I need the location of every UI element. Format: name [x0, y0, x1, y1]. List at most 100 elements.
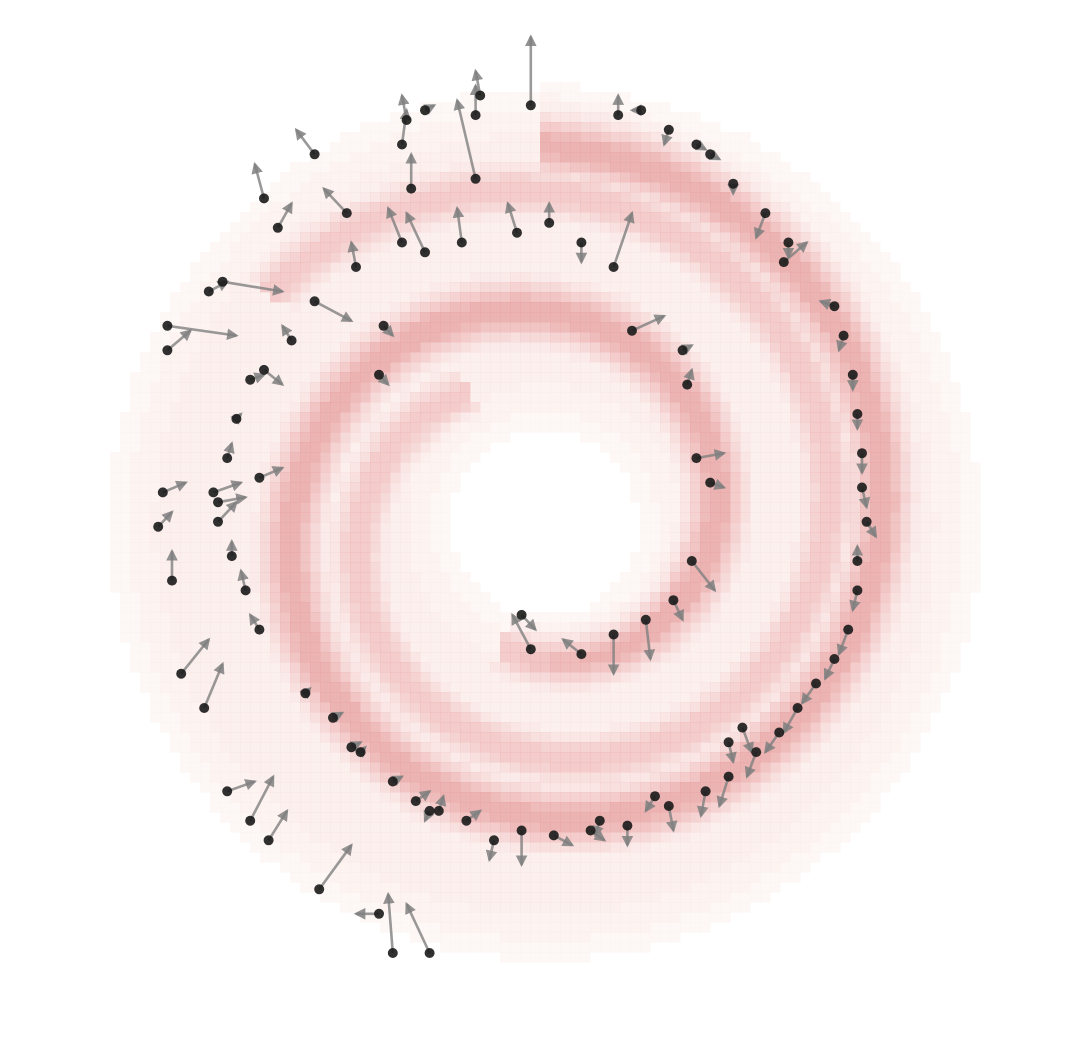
density-cell [370, 442, 381, 453]
density-cell [390, 152, 401, 163]
density-cell [540, 162, 551, 173]
density-cell [650, 612, 661, 623]
density-cell [420, 772, 431, 783]
density-cell [710, 562, 721, 573]
density-cell [460, 252, 471, 263]
density-cell [580, 942, 591, 953]
density-cell [650, 102, 661, 113]
density-cell [200, 742, 211, 753]
density-cell [780, 812, 791, 823]
density-cell [810, 712, 821, 723]
density-cell [540, 402, 551, 413]
density-cell [780, 302, 791, 313]
density-cell [180, 682, 191, 693]
density-cell [510, 112, 521, 123]
density-cell [510, 822, 521, 833]
density-cell [360, 272, 371, 283]
density-cell [370, 332, 381, 343]
density-cell [230, 282, 241, 293]
density-cell [670, 802, 681, 813]
density-cell [220, 382, 231, 393]
density-cell [430, 632, 441, 643]
density-cell [380, 662, 391, 673]
density-cell [370, 912, 381, 923]
density-cell [460, 212, 471, 223]
density-cell [150, 472, 161, 483]
density-cell [200, 492, 211, 503]
density-cell [290, 532, 301, 543]
density-cell [370, 462, 381, 473]
density-cell [260, 492, 271, 503]
density-cell [420, 922, 431, 933]
density-cell [260, 542, 271, 553]
density-cell [590, 682, 601, 693]
density-cell [760, 182, 771, 193]
density-cell [430, 582, 441, 593]
density-cell [400, 262, 411, 273]
density-cell [680, 552, 691, 563]
density-cell [550, 392, 561, 403]
density-cell [510, 132, 521, 143]
density-cell [210, 502, 221, 513]
density-cell [640, 512, 651, 523]
density-cell [330, 182, 341, 193]
density-cell [260, 212, 271, 223]
density-cell [210, 742, 221, 753]
density-cell [490, 712, 501, 723]
density-cell [770, 152, 781, 163]
density-cell [670, 532, 681, 543]
density-cell [640, 892, 651, 903]
density-cell [530, 312, 541, 323]
density-cell [540, 942, 551, 953]
density-cell [190, 752, 201, 763]
density-cell [310, 832, 321, 843]
density-cell [320, 262, 331, 273]
density-cell [690, 552, 701, 563]
density-cell [190, 512, 201, 523]
density-cell [820, 392, 831, 403]
density-cell [550, 622, 561, 633]
density-cell [540, 912, 551, 923]
density-cell [210, 422, 221, 433]
density-cell [420, 262, 431, 273]
density-cell [270, 472, 281, 483]
density-cell [740, 822, 751, 833]
density-cell [540, 342, 551, 353]
density-cell [690, 292, 701, 303]
density-cell [370, 242, 381, 253]
density-cell [780, 482, 791, 493]
density-cell [590, 882, 601, 893]
density-cell [490, 432, 501, 443]
density-cell [370, 822, 381, 833]
density-cell [800, 342, 811, 353]
density-cell [530, 902, 541, 913]
density-cell [680, 132, 691, 143]
density-cell [650, 752, 661, 763]
density-cell [370, 582, 381, 593]
density-cell [260, 792, 271, 803]
density-cell [510, 902, 521, 913]
density-cell [360, 622, 371, 633]
density-cell [540, 242, 551, 253]
density-cell [390, 732, 401, 743]
density-cell [420, 552, 431, 563]
density-cell [440, 632, 451, 643]
density-cell [790, 532, 801, 543]
density-cell [480, 772, 491, 783]
density-cell [810, 522, 821, 533]
density-cell [610, 832, 621, 843]
density-cell [690, 332, 701, 343]
density-cell [430, 552, 441, 563]
density-cell [520, 662, 531, 673]
density-cell [300, 792, 311, 803]
density-cell [550, 902, 561, 913]
density-cell [550, 342, 561, 353]
density-cell [360, 162, 371, 173]
density-cell [450, 882, 461, 893]
density-cell [430, 532, 441, 543]
density-cell [250, 422, 261, 433]
density-cell [360, 172, 371, 183]
density-cell [170, 472, 181, 483]
density-cell [370, 272, 381, 283]
density-cell [410, 872, 421, 883]
